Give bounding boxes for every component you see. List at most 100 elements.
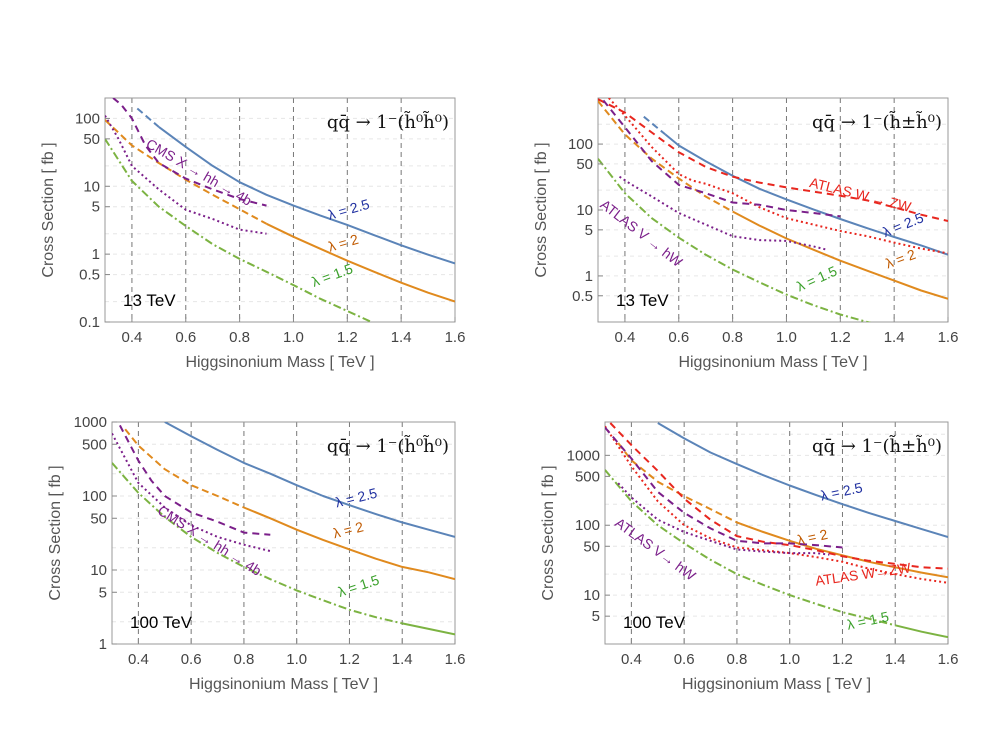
chart-panel-bottom-left: 0.4 0.6 0.8 1.0 1.2 1.4 1.6 1 5 10 50 100 500 1000 Hig…	[47, 414, 465, 693]
curve-annotation: λ = 2	[331, 518, 365, 541]
y-tick-label: 0.5	[572, 288, 593, 305]
x-tick-label: 1.2	[830, 329, 851, 346]
y-tick-label: 5	[92, 199, 100, 216]
curve-annotation: λ = 2.5	[819, 479, 864, 504]
x-tick-label: 1.4	[391, 329, 412, 346]
process-label: qq̄ → 1⁻(h̃⁰h̃⁰)	[327, 110, 449, 133]
y-tick-label: 50	[90, 510, 107, 527]
y-tick-label: 50	[83, 131, 100, 148]
curve-annotation: λ = 2	[796, 526, 830, 548]
energy-label: 13 TeV	[616, 291, 669, 310]
y-tick-label: 1000	[74, 414, 107, 431]
y-tick-label: 0.1	[79, 314, 100, 331]
plot-frame	[104, 97, 456, 323]
y-tick-label: 1	[99, 636, 107, 653]
y-tick-label: 10	[583, 587, 600, 604]
x-tick-label: 0.8	[722, 329, 743, 346]
series-line-0	[643, 115, 666, 136]
x-tick-label: 0.4	[121, 329, 142, 346]
x-tick-label: 0.4	[128, 651, 149, 668]
x-tick-label: 1.2	[337, 329, 358, 346]
series-line-1	[105, 119, 267, 225]
x-tick-label: 1.6	[445, 651, 466, 668]
y-tick-label: 100	[82, 488, 107, 505]
series-line-3	[598, 98, 948, 222]
curve-annotation: λ = 2	[883, 246, 918, 272]
x-tick-label: 0.4	[621, 651, 642, 668]
series-line-2	[105, 138, 372, 322]
x-tick-label: 1.2	[832, 651, 853, 668]
series-line-4	[112, 433, 271, 553]
y-tick-label: 5	[585, 222, 593, 239]
series-line-1	[243, 506, 455, 581]
series-line-1	[732, 210, 948, 300]
curve-annotation: λ = 1.5	[336, 571, 381, 599]
y-tick-label: 100	[75, 110, 100, 127]
x-axis-title: Higgsinonium Mass [ TeV ]	[682, 676, 871, 693]
series-line-6	[618, 175, 828, 251]
x-tick-label: 0.8	[233, 651, 254, 668]
x-tick-label: 1.0	[283, 329, 304, 346]
series-line-0	[158, 126, 455, 265]
y-tick-label: 1	[585, 268, 593, 285]
y-tick-label: 50	[576, 156, 593, 173]
series-line-4	[105, 115, 267, 235]
series-line-2	[605, 469, 896, 627]
x-tick-label: 1.6	[445, 329, 466, 346]
curve-annotation: λ = 2.5	[880, 209, 926, 240]
x-tick-label: 0.6	[181, 651, 202, 668]
energy-label: 100 TeV	[623, 613, 686, 632]
series-line-2	[112, 462, 403, 625]
x-tick-label: 1.4	[884, 329, 905, 346]
series-line-6	[617, 482, 830, 556]
y-tick-label: 500	[575, 468, 600, 485]
x-axis-title: Higgsinonium Mass [ TeV ]	[678, 354, 867, 371]
chart-panel-top-right: 0.4 0.6 0.8 1.0 1.2 1.4 1.6 0.5 1 5 10 50 100 Higgsin…	[533, 97, 958, 371]
curve-annotation: λ = 2.5	[326, 196, 371, 223]
y-tick-label: 10	[576, 202, 593, 219]
y-axis-title: Cross Section [ fb ]	[47, 465, 64, 600]
series-line-3	[119, 424, 271, 536]
y-tick-label: 5	[592, 608, 600, 625]
curve-annotation: λ = 1.5	[309, 260, 355, 290]
series-line-0	[657, 422, 948, 538]
plot-frame	[111, 421, 456, 645]
y-axis-title: Cross Section [ fb ]	[40, 142, 57, 277]
series-line-0	[136, 107, 160, 128]
y-tick-label: 1	[92, 246, 100, 263]
y-tick-label: 1000	[567, 447, 600, 464]
series-line-2	[894, 624, 948, 639]
series-line-1	[124, 428, 245, 509]
y-tick-label: 100	[575, 517, 600, 534]
x-tick-label: 0.6	[175, 329, 196, 346]
curve-annotation: ATLAS V → hW	[597, 196, 686, 270]
process-label: qq̄ → 1⁻(h̃±h̃⁰)	[812, 434, 942, 457]
y-tick-label: 5	[99, 584, 107, 601]
series-line-0	[664, 133, 948, 256]
y-tick-label: 500	[82, 436, 107, 453]
plot-frame	[604, 421, 949, 645]
series-line-2	[401, 622, 455, 636]
chart-panel-bottom-right: 0.4 0.6 0.8 1.0 1.2 1.4 1.6 5 10 50 100 500 1000 Higg…	[540, 421, 959, 693]
y-tick-label: 0.5	[79, 267, 100, 284]
energy-label: 13 TeV	[123, 291, 176, 310]
x-tick-label: 1.4	[392, 651, 413, 668]
chart-panel-top-left: 0.4 0.6 0.8 1.0 1.2 1.4 1.6 0.1 0.5 1 5 10 50 100 Higg…	[40, 97, 466, 371]
series-line-0	[164, 422, 455, 538]
series-line-4	[608, 98, 948, 255]
series-line-4	[605, 425, 948, 584]
y-axis-title: Cross Section [ fb ]	[540, 465, 557, 600]
energy-label: 100 TeV	[130, 613, 193, 632]
x-tick-label: 1.0	[776, 329, 797, 346]
x-tick-label: 0.4	[614, 329, 635, 346]
series-line-3	[112, 98, 267, 207]
y-axis-title: Cross Section [ fb ]	[533, 142, 550, 277]
x-axis-title: Higgsinonium Mass [ TeV ]	[185, 354, 374, 371]
curve-annotation: CMS X → hh → 4b	[155, 502, 265, 579]
curve-annotation: ATLAS W→ZW	[814, 559, 912, 588]
x-tick-label: 1.2	[339, 651, 360, 668]
series-line-1	[617, 442, 738, 524]
series-line-1	[598, 100, 734, 213]
x-tick-label: 1.6	[938, 651, 959, 668]
